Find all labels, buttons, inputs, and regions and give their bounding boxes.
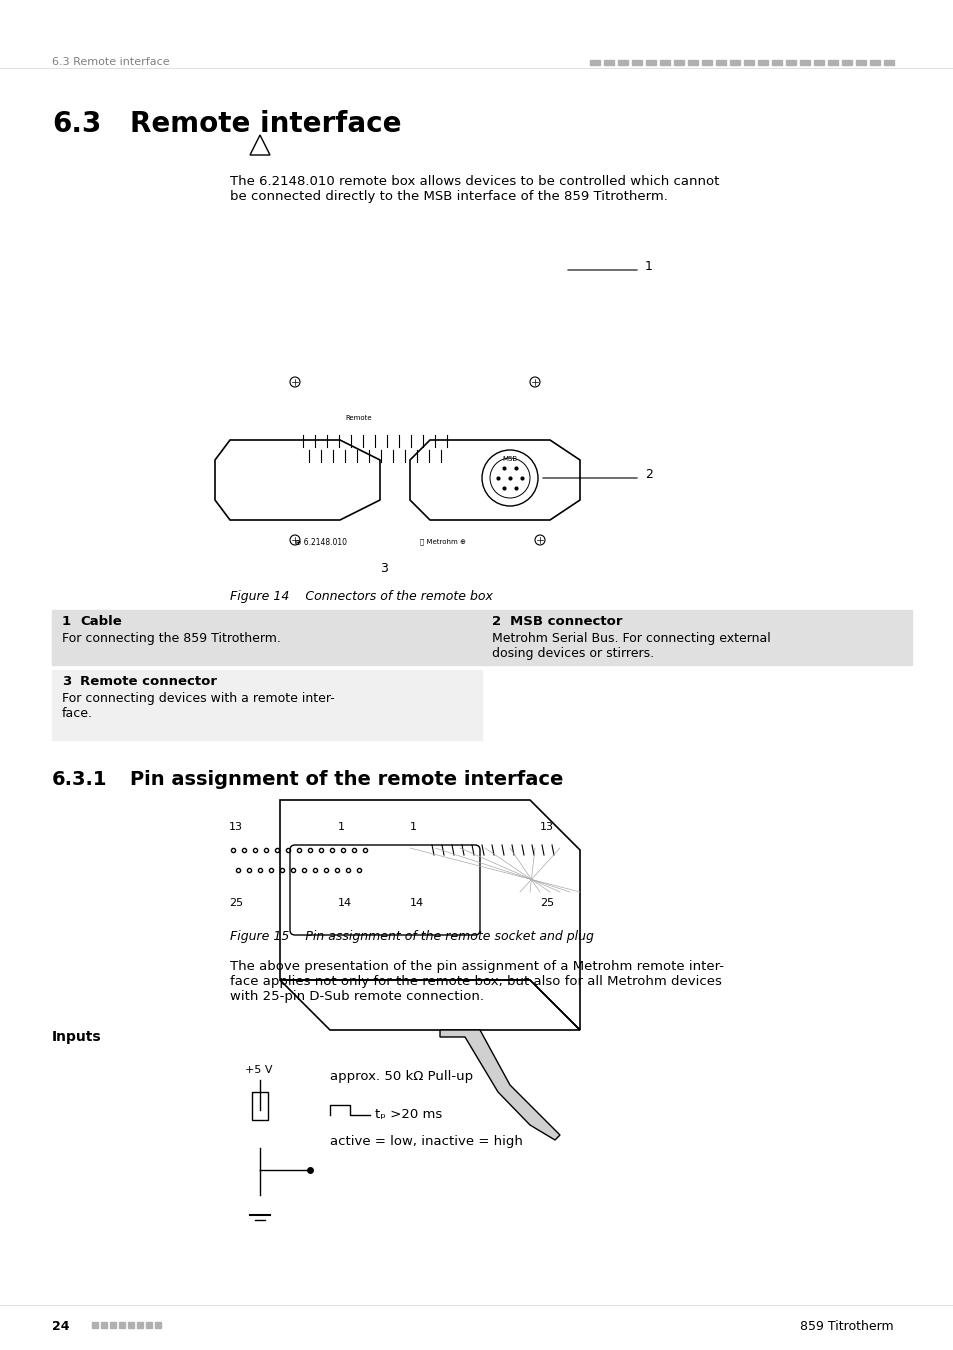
Text: 2: 2 [492,616,500,628]
Bar [743,59,753,65]
Text: Pin assignment of the remote interface: Pin assignment of the remote interface [130,769,563,788]
Text: The 6.2148.010 remote box allows devices to be controlled which cannot
be connec: The 6.2148.010 remote box allows devices… [230,176,719,202]
Text: 13: 13 [229,822,243,832]
Bar [252,1092,268,1120]
Bar [631,59,641,65]
Bar [869,59,879,65]
Text: 3: 3 [379,562,388,575]
Text: MSB: MSB [501,456,517,462]
Text: Remote connector: Remote connector [80,675,216,688]
Bar [645,59,656,65]
Text: approx. 50 kΩ Pull-up: approx. 50 kΩ Pull-up [330,1071,473,1083]
Text: Remote interface: Remote interface [130,109,401,138]
Text: Figure 14    Connectors of the remote box: Figure 14 Connectors of the remote box [230,590,493,603]
Text: Inputs: Inputs [52,1030,102,1044]
Bar [716,59,725,65]
Text: 1: 1 [337,822,345,832]
Bar [603,59,614,65]
Text: MSB connector: MSB connector [510,616,622,628]
Bar [52,610,481,666]
Text: active = low, inactive = high: active = low, inactive = high [330,1135,522,1148]
Text: 1: 1 [644,261,652,274]
Text: For connecting devices with a remote inter-
face.: For connecting devices with a remote int… [62,693,335,720]
Polygon shape [439,1030,559,1139]
Text: 14: 14 [410,898,424,909]
Text: 859 Titrotherm: 859 Titrotherm [800,1320,893,1332]
Text: 24: 24 [52,1320,70,1332]
Text: ⊕ 6.2148.010: ⊕ 6.2148.010 [294,539,347,547]
Bar [800,59,809,65]
Text: 25: 25 [229,898,243,909]
Bar [589,59,599,65]
Bar [729,59,740,65]
Bar [701,59,711,65]
Text: Remote: Remote [345,414,372,421]
Text: 6.3.1: 6.3.1 [52,769,108,788]
Text: tₚ >20 ms: tₚ >20 ms [375,1108,442,1120]
Bar [785,59,795,65]
Bar [481,610,911,666]
Bar [883,59,893,65]
Bar [687,59,698,65]
Bar [771,59,781,65]
Text: 6.3 Remote interface: 6.3 Remote interface [52,57,170,68]
Text: For connecting the 859 Titrotherm.: For connecting the 859 Titrotherm. [62,632,280,645]
Text: Ⓜ Metrohm ⊕: Ⓜ Metrohm ⊕ [419,539,465,544]
Text: 13: 13 [539,822,554,832]
Bar [855,59,865,65]
Text: 6.3: 6.3 [52,109,101,138]
Bar [659,59,669,65]
Bar [618,59,627,65]
Text: Metrohm Serial Bus. For connecting external
dosing devices or stirrers.: Metrohm Serial Bus. For connecting exter… [492,632,770,660]
Bar [758,59,767,65]
Text: 3: 3 [62,675,71,688]
Text: 25: 25 [539,898,554,909]
Bar [841,59,851,65]
Text: 1: 1 [62,616,71,628]
Text: 2: 2 [644,468,652,482]
Text: Figure 15    Pin assignment of the remote socket and plug: Figure 15 Pin assignment of the remote s… [230,930,594,944]
Text: Cable: Cable [80,616,122,628]
Bar [673,59,683,65]
Bar [813,59,823,65]
Bar [827,59,837,65]
Text: 1: 1 [410,822,416,832]
Text: +5 V: +5 V [245,1065,273,1075]
Text: 14: 14 [337,898,352,909]
Bar [52,670,481,740]
Text: The above presentation of the pin assignment of a Metrohm remote inter-
face app: The above presentation of the pin assign… [230,960,723,1003]
